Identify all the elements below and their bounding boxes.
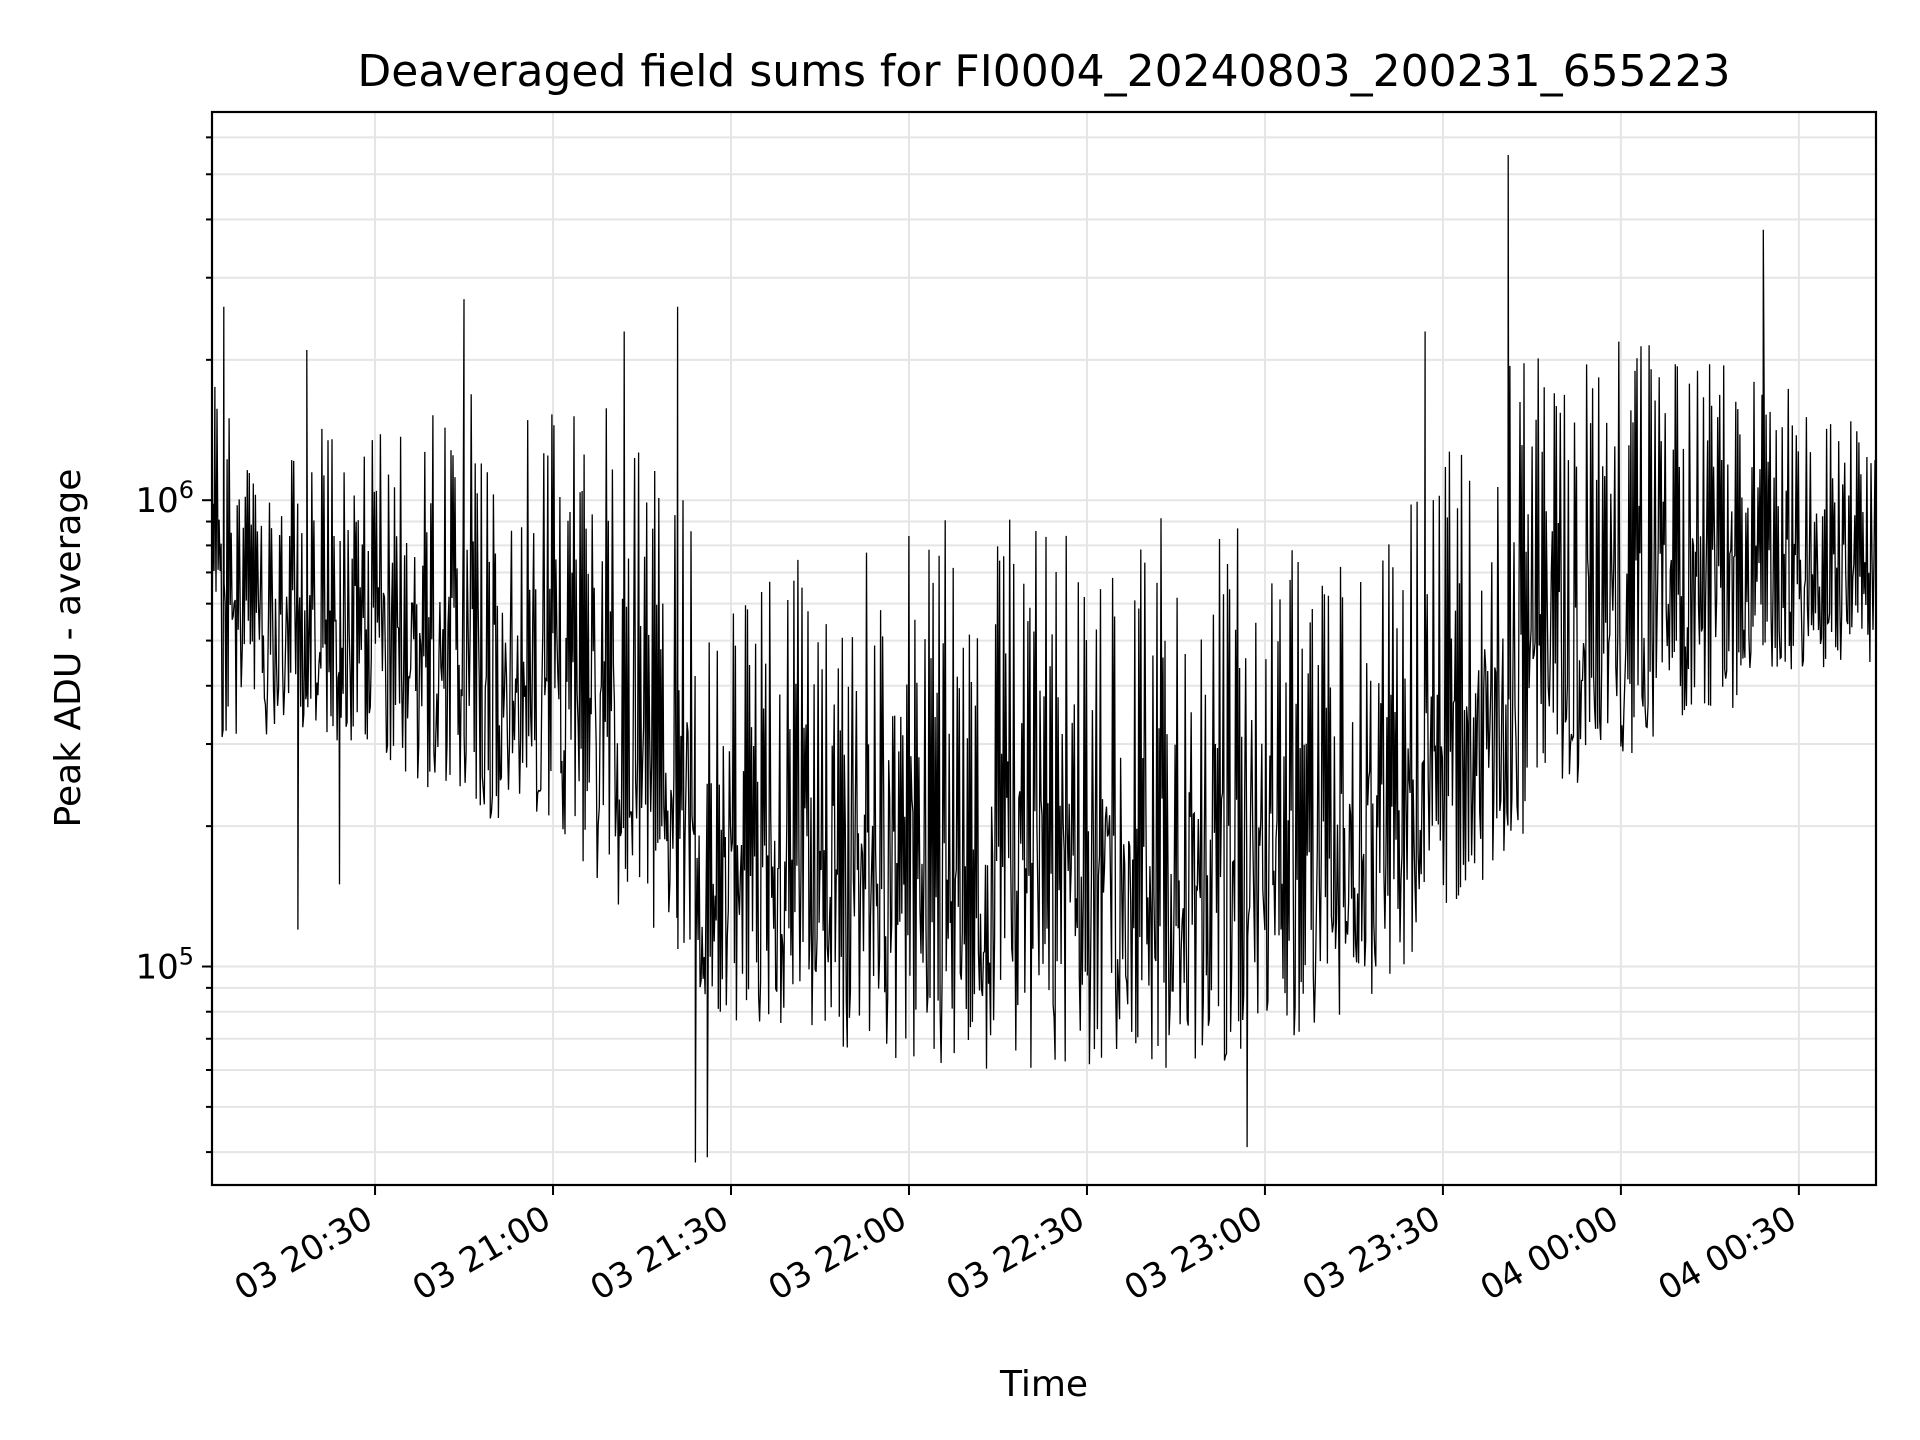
y-axis: 105 106 — [135, 136, 212, 1154]
x-axis-label: Time — [999, 1364, 1088, 1405]
y-tick-label: 105 — [135, 943, 194, 988]
y-axis-label: Peak ADU - average — [48, 469, 89, 828]
plot-area — [211, 154, 1877, 1163]
series-line — [211, 154, 1877, 1163]
plot-frame — [210, 110, 1878, 1187]
y-tick-label: 106 — [135, 476, 194, 521]
grid — [212, 112, 1876, 1185]
chart-title: Deaveraged field sums for FI0004_2024080… — [357, 46, 1730, 97]
